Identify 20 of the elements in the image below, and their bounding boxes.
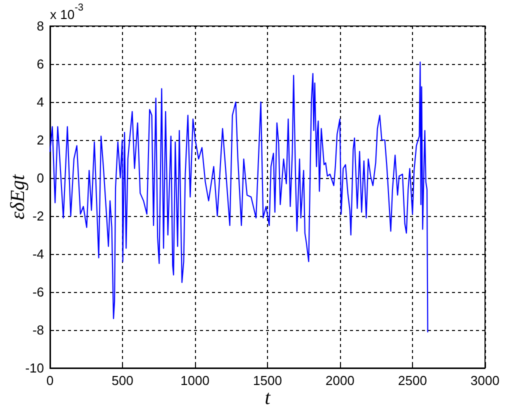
x-tick-label: 3000 [470, 373, 500, 388]
y-tick-label: 0 [36, 170, 44, 186]
y-tick-label: 4 [36, 94, 44, 110]
x-tick-label: 2000 [326, 373, 354, 388]
x-tick-label: 1000 [180, 373, 210, 388]
y-tick-label: -2 [32, 208, 44, 224]
y-tick-label: -4 [32, 246, 44, 262]
y-tick-label: -10 [25, 360, 44, 376]
y-tick-label: 8 [36, 18, 44, 34]
y-tick-label: -6 [32, 284, 44, 300]
y-tick-label: 6 [36, 56, 44, 72]
x-axis-title: t [264, 387, 271, 409]
x-tick-label: 500 [112, 373, 134, 388]
y-tick-label: -8 [32, 322, 44, 338]
line-series [49, 62, 428, 332]
y-tick-label: 2 [36, 132, 44, 148]
y-axis-title: εδEgt [7, 174, 29, 220]
x-tick-label: 1500 [253, 373, 282, 388]
x-tick-label: 0 [46, 373, 54, 388]
x-tick-label: 2500 [398, 373, 427, 388]
